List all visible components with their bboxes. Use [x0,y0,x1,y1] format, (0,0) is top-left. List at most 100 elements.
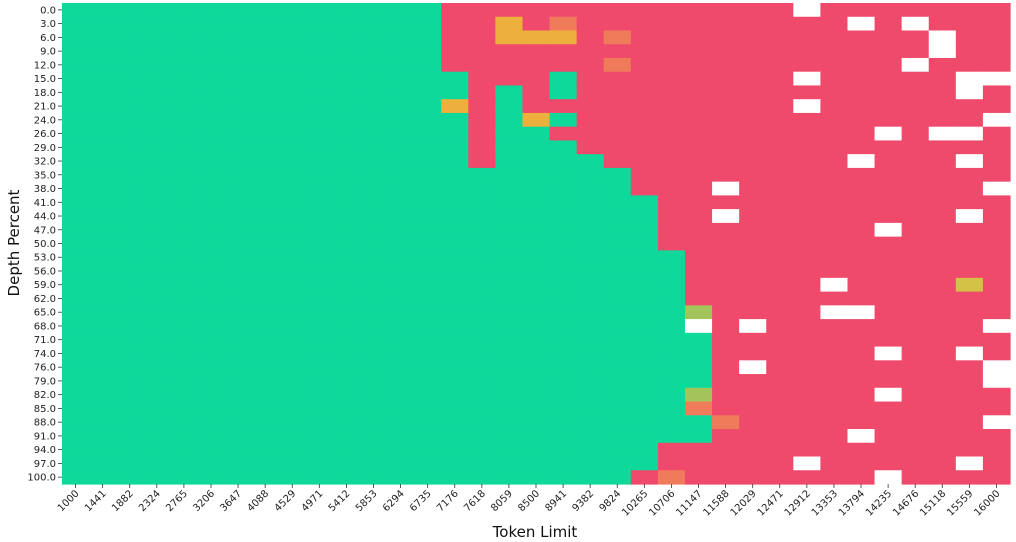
heatmap-cell [468,401,496,416]
heatmap-cell [170,264,199,279]
heatmap-cell [874,167,903,183]
heatmap-cell [657,112,686,128]
heatmap-cell [820,181,849,196]
heatmap-cell [820,222,849,238]
heatmap-cell [847,250,876,265]
x-tick-label: 7176 [435,488,461,514]
heatmap-cell [684,195,713,210]
x-tick-label: 3647 [218,488,244,514]
heatmap-cell [766,470,794,485]
heatmap-cell [332,346,361,361]
heatmap-cell [197,16,226,32]
heatmap-cell [793,360,821,375]
heatmap-cell [305,85,334,100]
heatmap-cell [739,44,767,59]
heatmap-cell [712,442,740,458]
heatmap-cell [576,442,605,458]
heatmap-cell [874,264,903,279]
heatmap-cell [359,401,388,416]
heatmap-cell [197,415,226,430]
heatmap-cell [359,415,388,430]
x-tick-label: 5412 [327,488,353,514]
heatmap-cell [603,456,632,471]
heatmap-cell [441,71,469,87]
heatmap-cell [630,442,659,458]
heatmap-cell [874,154,903,169]
heatmap-cell [62,415,90,430]
heatmap-cell [116,57,144,73]
heatmap-cell [170,360,199,375]
heatmap-cell [468,236,496,251]
y-tick-label: 41.0 [34,198,56,209]
heatmap-cell [305,209,334,224]
heatmap-cell [441,332,469,348]
heatmap-cell [332,264,361,279]
y-tick-label: 47.0 [34,225,56,236]
heatmap-cell [116,332,144,348]
heatmap-cell [62,250,90,265]
heatmap-cell [197,222,226,238]
heatmap-cell [739,305,767,320]
heatmap-cell [495,305,524,320]
heatmap-cell [522,291,551,306]
heatmap-cell [224,401,253,416]
heatmap-cell [684,387,713,403]
heatmap-cell [522,346,551,361]
heatmap-cell [495,360,524,375]
heatmap-cell [251,387,280,403]
heatmap-cell [332,112,361,128]
heatmap-cell [62,264,90,279]
heatmap-cell [143,112,171,128]
heatmap-cell [441,30,469,45]
heatmap-cell [793,57,821,73]
heatmap-cell [928,195,957,210]
x-tick-label: 15559 [945,488,975,518]
heatmap-cell [549,456,578,471]
heatmap-cell [468,71,496,87]
heatmap-cell [305,429,334,444]
heatmap-cell [847,99,876,114]
heatmap-cell [847,319,876,334]
heatmap-cell [359,291,388,306]
heatmap-cell [820,346,849,361]
heatmap-cell [332,71,361,87]
heatmap-cell [657,140,686,155]
heatmap-cell [143,154,171,169]
heatmap-cell [197,360,226,375]
heatmap-cell [549,332,578,348]
heatmap-cell [116,195,144,210]
heatmap-cell [143,456,171,471]
heatmap-cell [197,140,226,155]
heatmap-cell [441,3,469,18]
heatmap-cell [89,16,117,32]
heatmap-cell [901,305,930,320]
heatmap-cell [251,346,280,361]
heatmap-cell [874,374,903,389]
heatmap-cell [170,442,199,458]
heatmap-cell [332,16,361,32]
heatmap-cell [359,264,388,279]
heatmap-cell [116,71,144,87]
heatmap-cell [603,374,632,389]
heatmap-cell [143,429,171,444]
heatmap-cell [955,140,984,155]
heatmap-cell [197,429,226,444]
heatmap-cell [359,374,388,389]
heatmap-cell [251,195,280,210]
heatmap-cell [847,470,876,485]
heatmap-cell [982,442,1011,458]
heatmap-cell [278,319,307,334]
heatmap-cell [305,264,334,279]
heatmap-cell [739,85,767,100]
heatmap-cell [982,99,1011,114]
heatmap-cell [603,291,632,306]
heatmap-cell [820,264,849,279]
heatmap-cell [468,374,496,389]
heatmap-cell [278,415,307,430]
heatmap-cell [332,250,361,265]
heatmap-cell [305,16,334,32]
heatmap-cell [712,305,740,320]
heatmap-cell [332,387,361,403]
heatmap-cell [143,470,171,485]
heatmap-cell [359,195,388,210]
